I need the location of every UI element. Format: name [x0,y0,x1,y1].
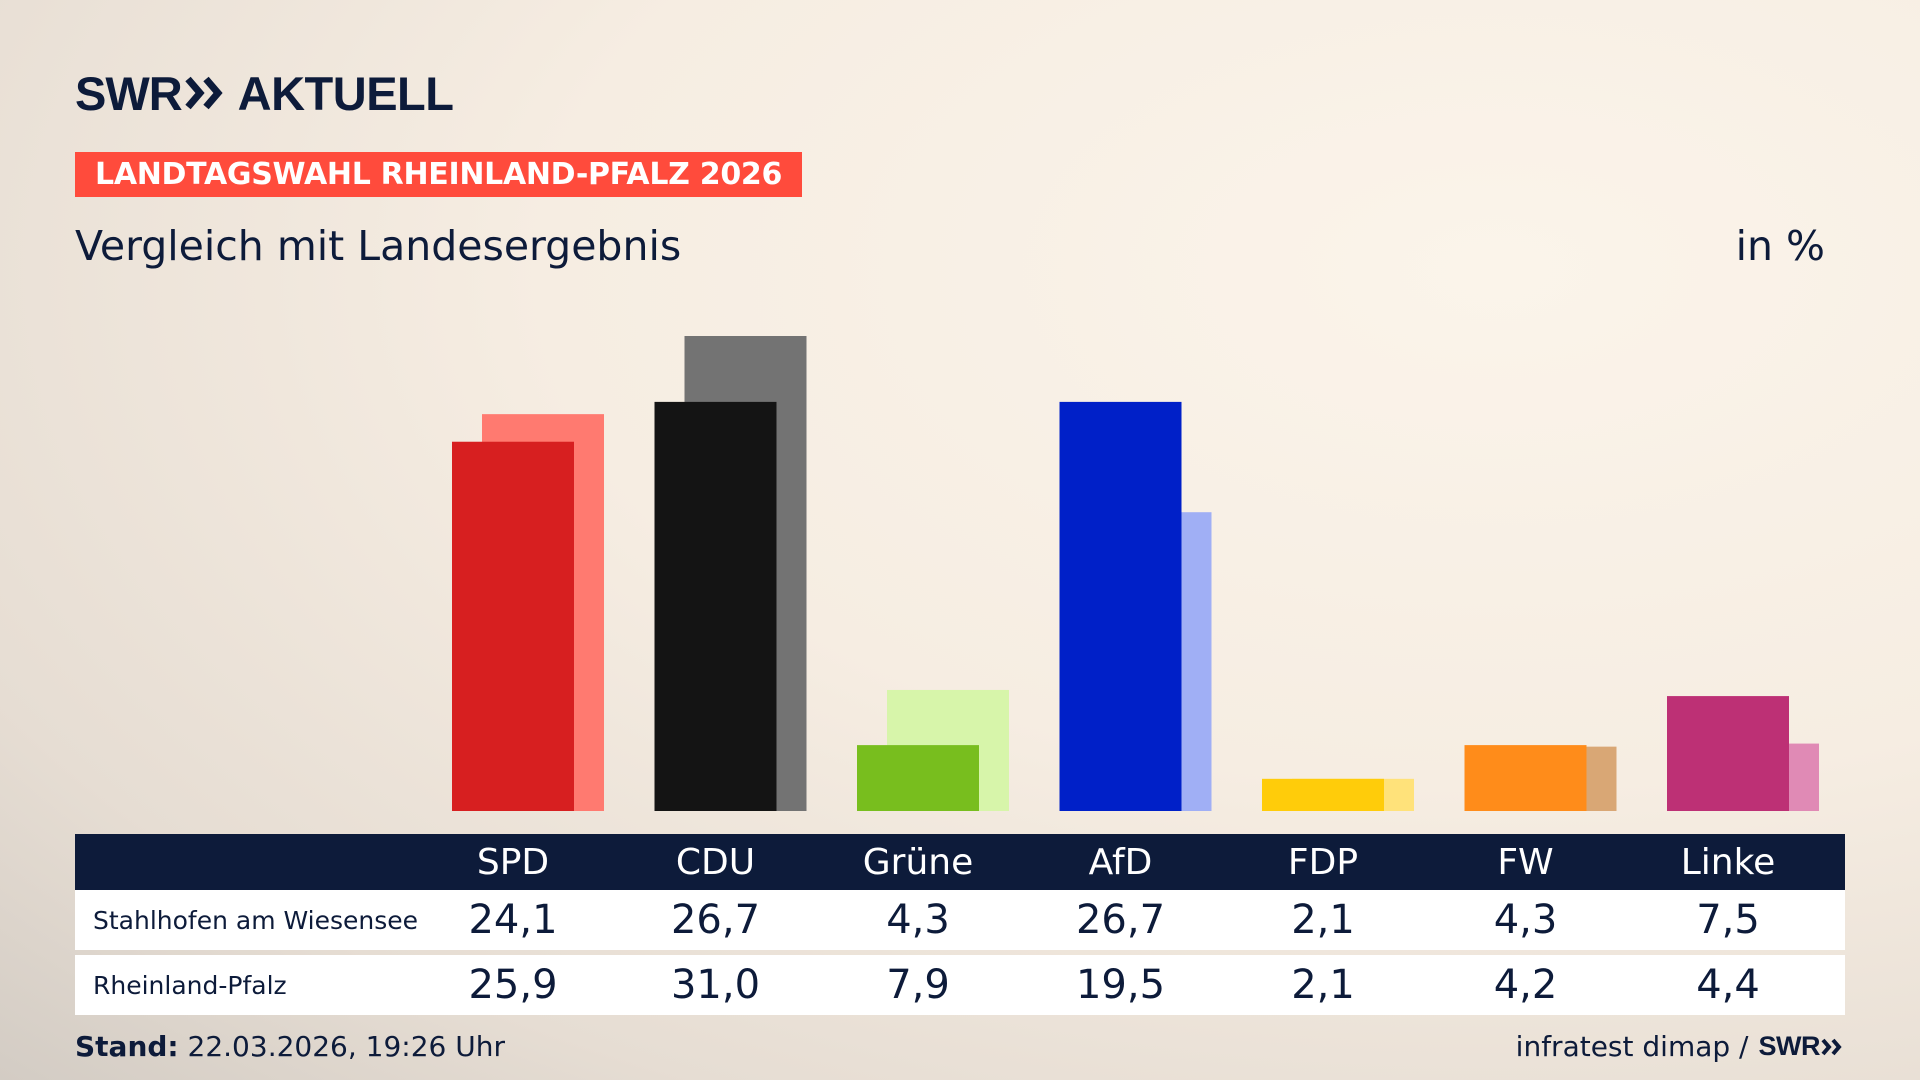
brand-logo: SWR AKTUELL [75,66,454,120]
stand-label: Stand: [75,1030,179,1063]
party-label-fw: FW [1497,841,1554,883]
party-label-fdp: FDP [1287,841,1359,883]
value-state-cdu: 31,0 [670,962,761,1008]
results-table: SPD CDU Grüne AfD FDP FW Linke Stahlhofen am W… [75,834,1845,1015]
value-state-fw: 4,2 [1493,962,1558,1008]
bar-local-spd [452,441,574,811]
bar-local-afd [1059,401,1182,811]
value-state-grüne: 7,9 [886,962,950,1008]
bar-local-linke [1667,696,1789,811]
party-label-cdu: CDU [675,841,756,883]
bar-local-fw [1464,745,1587,811]
value-state-spd: 25,9 [468,962,558,1008]
value-local-linke: 7,5 [1696,897,1760,943]
footer-stand: Stand: 22.03.2026, 19:26 Uhr [75,1030,505,1063]
party-label-spd: SPD [476,841,550,883]
value-local-grüne: 4,3 [886,897,950,943]
row-label-state: Rheinland-Pfalz [93,970,287,1000]
value-local-spd: 24,1 [468,897,558,943]
party-label-afd: AfD [1088,841,1153,883]
double-chevron-right-icon [184,76,223,110]
source-brand: SWR [1758,1031,1821,1061]
value-state-linke: 4,4 [1696,962,1760,1008]
party-label-linke: Linke [1680,841,1776,883]
election-tag: LANDTAGSWAHL RHEINLAND-PFALZ 2026 [75,152,803,197]
double-chevron-right-icon [1821,1038,1842,1055]
brand-swr-text: SWR [75,66,183,120]
table-header: SPD CDU Grüne AfD FDP FW Linke [75,834,1845,890]
value-local-afd: 26,7 [1075,897,1166,943]
value-state-fdp: 2,1 [1291,962,1355,1008]
table-row-local: Stahlhofen am Wiesensee 24,1 26,7 4,3 26,7 2… [75,890,1845,950]
value-local-fdp: 2,1 [1291,897,1355,943]
value-local-fw: 4,3 [1493,897,1558,943]
bar-local-fdp [1262,778,1384,811]
footer-source: infratest dimap / SWR [1516,1030,1845,1063]
brand-aktuell-text: AKTUELL [237,66,454,120]
value-state-afd: 19,5 [1075,962,1166,1008]
unit-label: in % [1735,222,1825,270]
row-label-local: Stahlhofen am Wiesensee [93,905,419,935]
table-row-state: Rheinland-Pfalz 25,9 31,0 7,9 19,5 2,1 4,2 4,4 [75,955,1845,1015]
chart-subtitle: Vergleich mit Landesergebnis [75,222,682,270]
bar-local-grüne [857,745,979,811]
stand-value: 22.03.2026, 19:26 Uhr [187,1030,505,1063]
source-text: infratest dimap / [1515,1030,1749,1063]
party-label-grüne: Grüne [862,841,974,883]
value-local-cdu: 26,7 [670,897,761,943]
bar-local-cdu [654,401,777,811]
